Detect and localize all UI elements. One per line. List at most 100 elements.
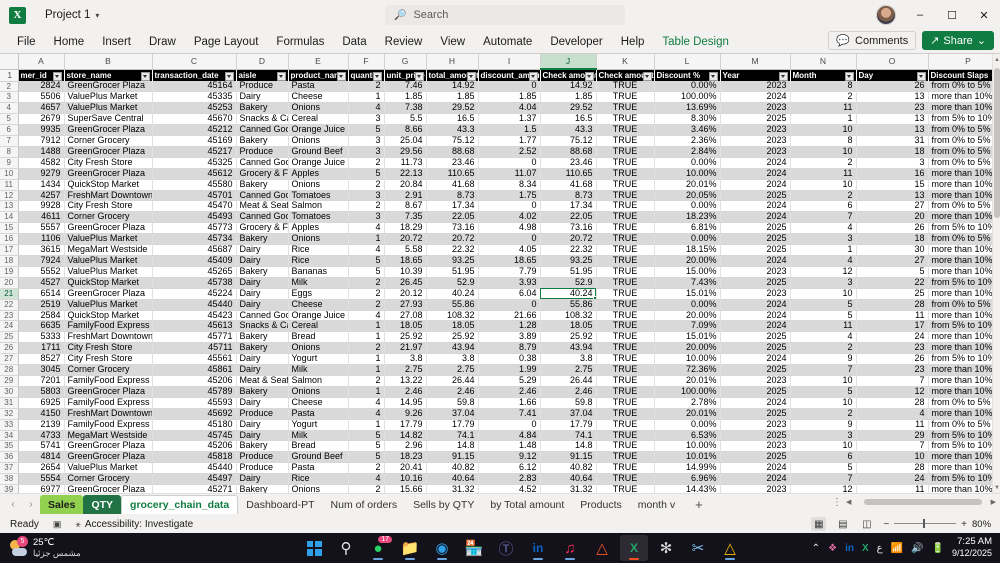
table-cell[interactable]: 45818 xyxy=(152,451,237,464)
table-cell[interactable]: 45335 xyxy=(152,91,237,104)
table-cell[interactable]: Meat & Seafood xyxy=(236,200,289,213)
table-cell[interactable]: 2023 xyxy=(720,135,791,147)
search-input[interactable]: 🔍 Search xyxy=(385,5,625,25)
table-cell[interactable]: 2023 xyxy=(720,146,791,158)
table-cell[interactable]: 29.52 xyxy=(426,102,479,115)
table-cell[interactable]: 2 xyxy=(348,299,385,311)
column-header-H[interactable]: H xyxy=(426,54,479,70)
table-cell[interactable]: Cheese xyxy=(288,299,349,311)
table-cell[interactable]: 41.68 xyxy=(540,179,597,191)
table-cell[interactable]: 74.1 xyxy=(426,430,479,442)
table-cell[interactable]: Orange Juice xyxy=(288,157,349,169)
table-cell[interactable]: FreshMart Downtown xyxy=(64,408,153,420)
column-header-D[interactable]: D xyxy=(236,54,289,70)
table-cell[interactable]: Ground Beef xyxy=(288,146,349,158)
add-sheet-button[interactable]: + xyxy=(695,497,703,512)
table-cell[interactable]: Dairy xyxy=(236,277,289,289)
table-cell[interactable]: 13.69% xyxy=(654,102,721,115)
table-cell[interactable]: 88.68 xyxy=(426,146,479,158)
table-cell[interactable]: 45265 xyxy=(152,266,237,278)
table-cell[interactable]: Canned Goods xyxy=(236,157,289,169)
table-row[interactable]: 3 5506 ValuePlus Market 45335 Dairy Cheese 1 1.… xyxy=(0,91,1000,104)
table-cell[interactable]: 40.82 xyxy=(426,462,479,475)
table-cell[interactable]: 10 xyxy=(790,397,857,409)
table-cell[interactable]: 93.25 xyxy=(540,255,597,267)
table-cell[interactable]: 5741 xyxy=(18,440,65,453)
table-cell[interactable]: 73.16 xyxy=(540,222,597,235)
table-cell[interactable]: Bakery xyxy=(236,179,289,191)
vertical-scroll-thumb[interactable] xyxy=(994,68,1000,218)
table-cell[interactable]: 2025 xyxy=(720,408,791,420)
ribbon-tab-draw[interactable]: Draw xyxy=(148,35,176,48)
table-cell[interactable]: 10 xyxy=(790,288,857,300)
table-cell[interactable]: 45692 xyxy=(152,408,237,420)
table-cell[interactable]: 27 xyxy=(856,200,929,213)
table-cell[interactable]: 20.72 xyxy=(384,233,427,246)
filter-dropdown-icon[interactable] xyxy=(844,71,854,81)
table-row[interactable]: 21 6514 GreenGrocer Plaza 45224 Dairy Eggs 2 20… xyxy=(0,288,1000,300)
table-cell[interactable]: more than 10% xyxy=(928,211,1000,224)
table-cell[interactable]: 6635 xyxy=(18,320,65,333)
table-cell[interactable]: 2.75 xyxy=(384,364,427,376)
table-cell[interactable]: 100.00% xyxy=(654,386,721,398)
table-cell[interactable]: 26 xyxy=(856,222,929,235)
table-cell[interactable]: 8.67 xyxy=(384,200,427,213)
table-cell[interactable]: 0.00% xyxy=(654,200,721,213)
table-cell[interactable]: 72.36% xyxy=(654,364,721,376)
table-cell[interactable]: Canned Goods xyxy=(236,190,289,202)
table-column-header[interactable]: mer_id xyxy=(18,69,65,81)
table-cell[interactable]: 1.85 xyxy=(426,91,479,104)
table-cell[interactable]: Produce xyxy=(236,146,289,158)
row-header[interactable]: 11 xyxy=(0,179,19,191)
table-cell[interactable]: from 0% to 5% xyxy=(928,146,1000,158)
table-cell[interactable]: 5554 xyxy=(18,473,65,486)
zoom-in-button[interactable]: + xyxy=(961,518,967,530)
table-cell[interactable]: 3 xyxy=(856,157,929,169)
sheet-next-icon[interactable]: › xyxy=(29,499,33,510)
table-cell[interactable]: 2.46 xyxy=(384,386,427,398)
table-cell[interactable]: 2025 xyxy=(720,222,791,235)
table-cell[interactable]: more than 10% xyxy=(928,168,1000,180)
table-cell[interactable]: QuickStop Market xyxy=(64,277,153,289)
table-cell[interactable]: 11.73 xyxy=(384,157,427,169)
table-cell[interactable]: Dairy xyxy=(236,364,289,376)
table-cell[interactable]: 7 xyxy=(790,364,857,376)
table-cell[interactable]: FreshMart Downtown xyxy=(64,190,153,202)
table-cell[interactable]: Dairy xyxy=(236,244,289,256)
table-cell[interactable]: more than 10% xyxy=(928,462,1000,475)
table-cell[interactable]: 9 xyxy=(790,353,857,366)
table-row[interactable]: 25 5333 FreshMart Downtown 45771 Bakery Bread… xyxy=(0,331,1000,344)
battery-icon[interactable]: 🔋 xyxy=(931,542,944,554)
table-cell[interactable]: 2 xyxy=(348,157,385,169)
table-cell[interactable]: 1 xyxy=(790,244,857,256)
ribbon-tab-page-layout[interactable]: Page Layout xyxy=(193,35,259,48)
table-cell[interactable]: 2 xyxy=(348,288,385,300)
table-cell[interactable]: 2654 xyxy=(18,462,65,475)
table-cell[interactable]: ValuePlus Market xyxy=(64,255,153,267)
table-cell[interactable]: 2 xyxy=(790,342,857,355)
table-cell[interactable]: 37.04 xyxy=(540,408,597,420)
table-cell[interactable]: 2 xyxy=(348,462,385,475)
microsoft-store-icon[interactable]: 🏪 xyxy=(464,540,484,557)
table-cell[interactable]: 5.5 xyxy=(384,113,427,126)
table-cell[interactable]: 14.99% xyxy=(654,462,721,475)
table-cell[interactable]: 29.56 xyxy=(384,146,427,158)
table-cell[interactable]: Bakery xyxy=(236,440,289,453)
table-cell[interactable]: 100.00% xyxy=(654,91,721,104)
table-cell[interactable]: TRUE xyxy=(596,255,655,267)
table-cell[interactable]: 27.08 xyxy=(384,310,427,322)
table-cell[interactable]: Corner Grocery xyxy=(64,364,153,376)
row-header[interactable]: 17 xyxy=(0,244,19,256)
table-cell[interactable]: 22.05 xyxy=(426,211,479,224)
table-cell[interactable]: 25 xyxy=(856,288,929,300)
table-cell[interactable]: ValuePlus Market xyxy=(64,266,153,278)
filter-dropdown-icon[interactable] xyxy=(336,71,346,81)
table-cell[interactable]: more than 10% xyxy=(928,102,1000,115)
table-cell[interactable]: 29 xyxy=(856,430,929,442)
table-cell[interactable]: 11 xyxy=(856,419,929,431)
table-cell[interactable]: 3 xyxy=(348,211,385,224)
filter-dropdown-icon[interactable] xyxy=(52,71,62,81)
table-cell[interactable]: TRUE xyxy=(596,211,655,224)
